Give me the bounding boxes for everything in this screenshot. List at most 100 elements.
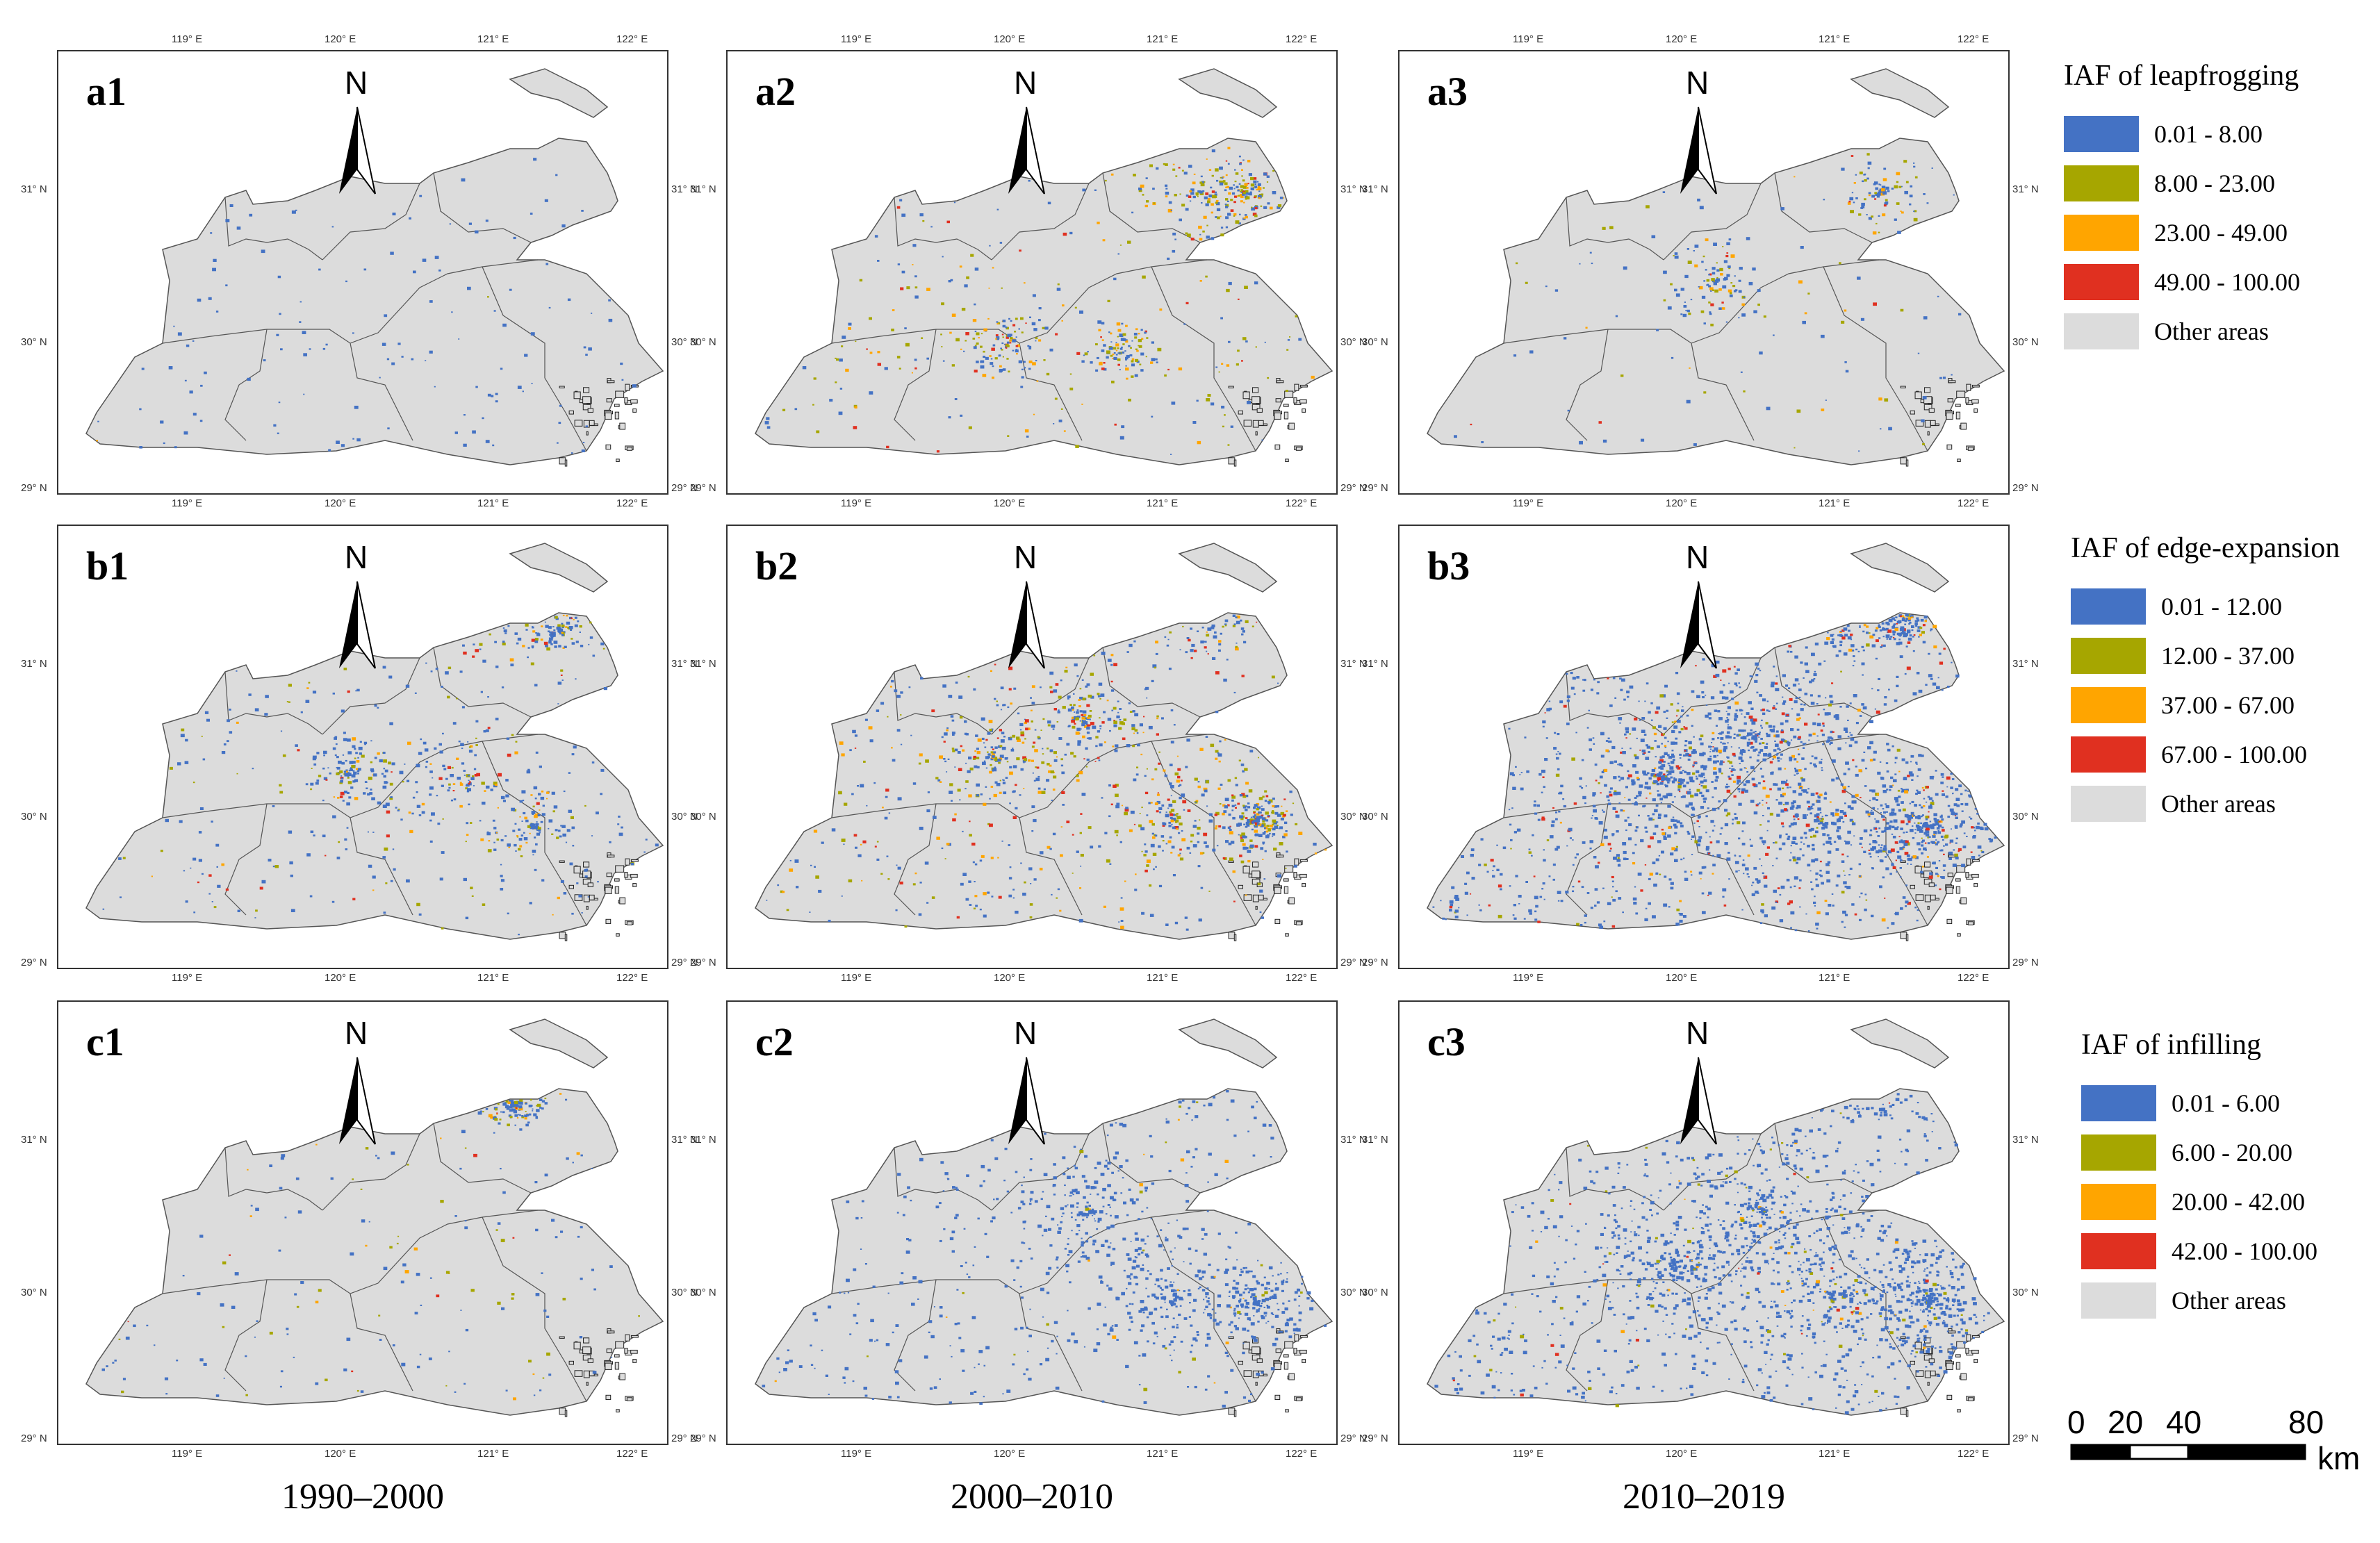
patch-class-1 [1780, 722, 1784, 725]
patch-class-1 [1593, 856, 1597, 859]
patch-class-1 [1822, 725, 1825, 727]
patch-class-4 [1015, 784, 1017, 786]
patch-class-1 [1741, 759, 1744, 762]
patch-class-2 [336, 772, 340, 775]
patch-class-1 [1849, 867, 1853, 870]
coastal-island [1251, 404, 1261, 411]
patch-class-1 [1718, 307, 1722, 310]
patch-class-1 [1926, 202, 1929, 204]
patch-class-1 [1941, 689, 1944, 691]
patch-class-1 [1756, 880, 1761, 883]
patch-class-1 [965, 898, 969, 901]
patch-class-1 [1269, 832, 1271, 834]
patch-class-2 [966, 276, 969, 279]
coastal-island [1276, 855, 1284, 858]
patch-class-3 [1243, 217, 1246, 220]
patch-class-1 [1917, 842, 1921, 845]
patch-class-4 [1913, 634, 1916, 636]
patch-class-3 [1869, 635, 1874, 639]
patch-class-1 [1703, 797, 1707, 800]
patch-class-1 [441, 784, 444, 787]
patch-class-1 [1603, 835, 1608, 839]
patch-class-2 [1673, 255, 1675, 256]
patch-class-1 [1739, 763, 1741, 764]
patch-class-1 [1579, 440, 1583, 445]
patch-class-2 [1927, 836, 1930, 839]
patch-class-1 [1725, 735, 1730, 739]
coastal-island [1258, 894, 1264, 900]
patch-class-3 [546, 798, 548, 800]
patch-class-2 [1841, 320, 1845, 324]
coastal-island [1295, 921, 1302, 925]
patch-class-1 [372, 875, 376, 879]
patch-class-1 [1686, 830, 1689, 833]
patch-class-2 [1135, 358, 1139, 362]
patch-class-1 [980, 365, 985, 369]
patch-class-1 [1653, 780, 1657, 784]
patch-class-2 [1271, 811, 1274, 814]
patch-class-1 [1837, 735, 1841, 739]
patch-class-1 [1911, 629, 1914, 632]
patch-class-2 [311, 768, 313, 769]
patch-class-1 [350, 767, 352, 768]
patch-class-1 [1764, 884, 1768, 888]
patch-class-4 [1214, 814, 1217, 816]
patch-class-1 [1609, 704, 1613, 707]
patch-class-3 [565, 626, 568, 628]
patch-class-2 [1664, 775, 1667, 777]
patch-class-1 [1917, 629, 1921, 632]
patch-class-1 [1813, 763, 1816, 766]
patch-class-1 [1604, 828, 1607, 832]
patch-class-2 [880, 873, 883, 875]
patch-class-1 [1697, 815, 1701, 818]
patch-class-2 [1006, 344, 1009, 347]
patch-class-1 [1047, 720, 1051, 724]
patch-class-1 [1759, 670, 1762, 672]
patch-class-1 [1837, 835, 1841, 839]
patch-class-4 [1265, 795, 1269, 798]
patch-class-1 [584, 875, 588, 878]
patch-class-4 [1083, 758, 1085, 760]
patch-class-2 [1263, 187, 1265, 189]
patch-class-1 [1242, 159, 1245, 161]
patch-class-1 [1798, 683, 1800, 685]
patch-class-1 [530, 823, 534, 827]
patch-class-1 [352, 332, 354, 334]
patch-class-1 [1707, 807, 1709, 809]
patch-class-1 [1847, 768, 1850, 770]
patch-class-1 [1921, 754, 1924, 757]
patch-class-4 [1644, 864, 1647, 866]
patch-class-1 [1537, 818, 1541, 821]
patch-class-3 [1181, 838, 1186, 842]
patch-class-1 [980, 360, 985, 363]
patch-class-1 [1673, 725, 1678, 729]
patch-class-1 [388, 675, 393, 679]
patch-class-1 [1118, 921, 1120, 923]
patch-class-1 [1705, 704, 1708, 706]
patch-class-4 [1144, 869, 1148, 873]
patch-class-3 [1078, 705, 1081, 708]
patch-class-3 [1689, 367, 1691, 369]
patch-class-1 [404, 764, 406, 765]
patch-class-1 [1185, 651, 1188, 654]
patch-class-1 [1738, 279, 1741, 282]
patch-class-1 [1898, 795, 1901, 798]
patch-class-1 [434, 386, 436, 388]
patch-class-4 [1211, 190, 1215, 193]
patch-class-3 [354, 797, 359, 800]
patch-class-2 [957, 789, 961, 792]
patch-class-2 [835, 357, 837, 359]
coastal-island [1274, 886, 1281, 894]
patch-class-1 [1239, 163, 1242, 165]
admin-border [894, 671, 992, 735]
patch-class-1 [888, 812, 891, 814]
patch-class-2 [1181, 170, 1184, 172]
patch-class-1 [1769, 729, 1773, 732]
patch-class-1 [1746, 735, 1748, 737]
patch-class-1 [1638, 814, 1640, 817]
patch-class-1 [1261, 916, 1264, 919]
patch-class-1 [992, 365, 994, 368]
patch-class-1 [1128, 345, 1131, 347]
patch-class-1 [1861, 662, 1865, 666]
patch-class-4 [1786, 714, 1789, 716]
